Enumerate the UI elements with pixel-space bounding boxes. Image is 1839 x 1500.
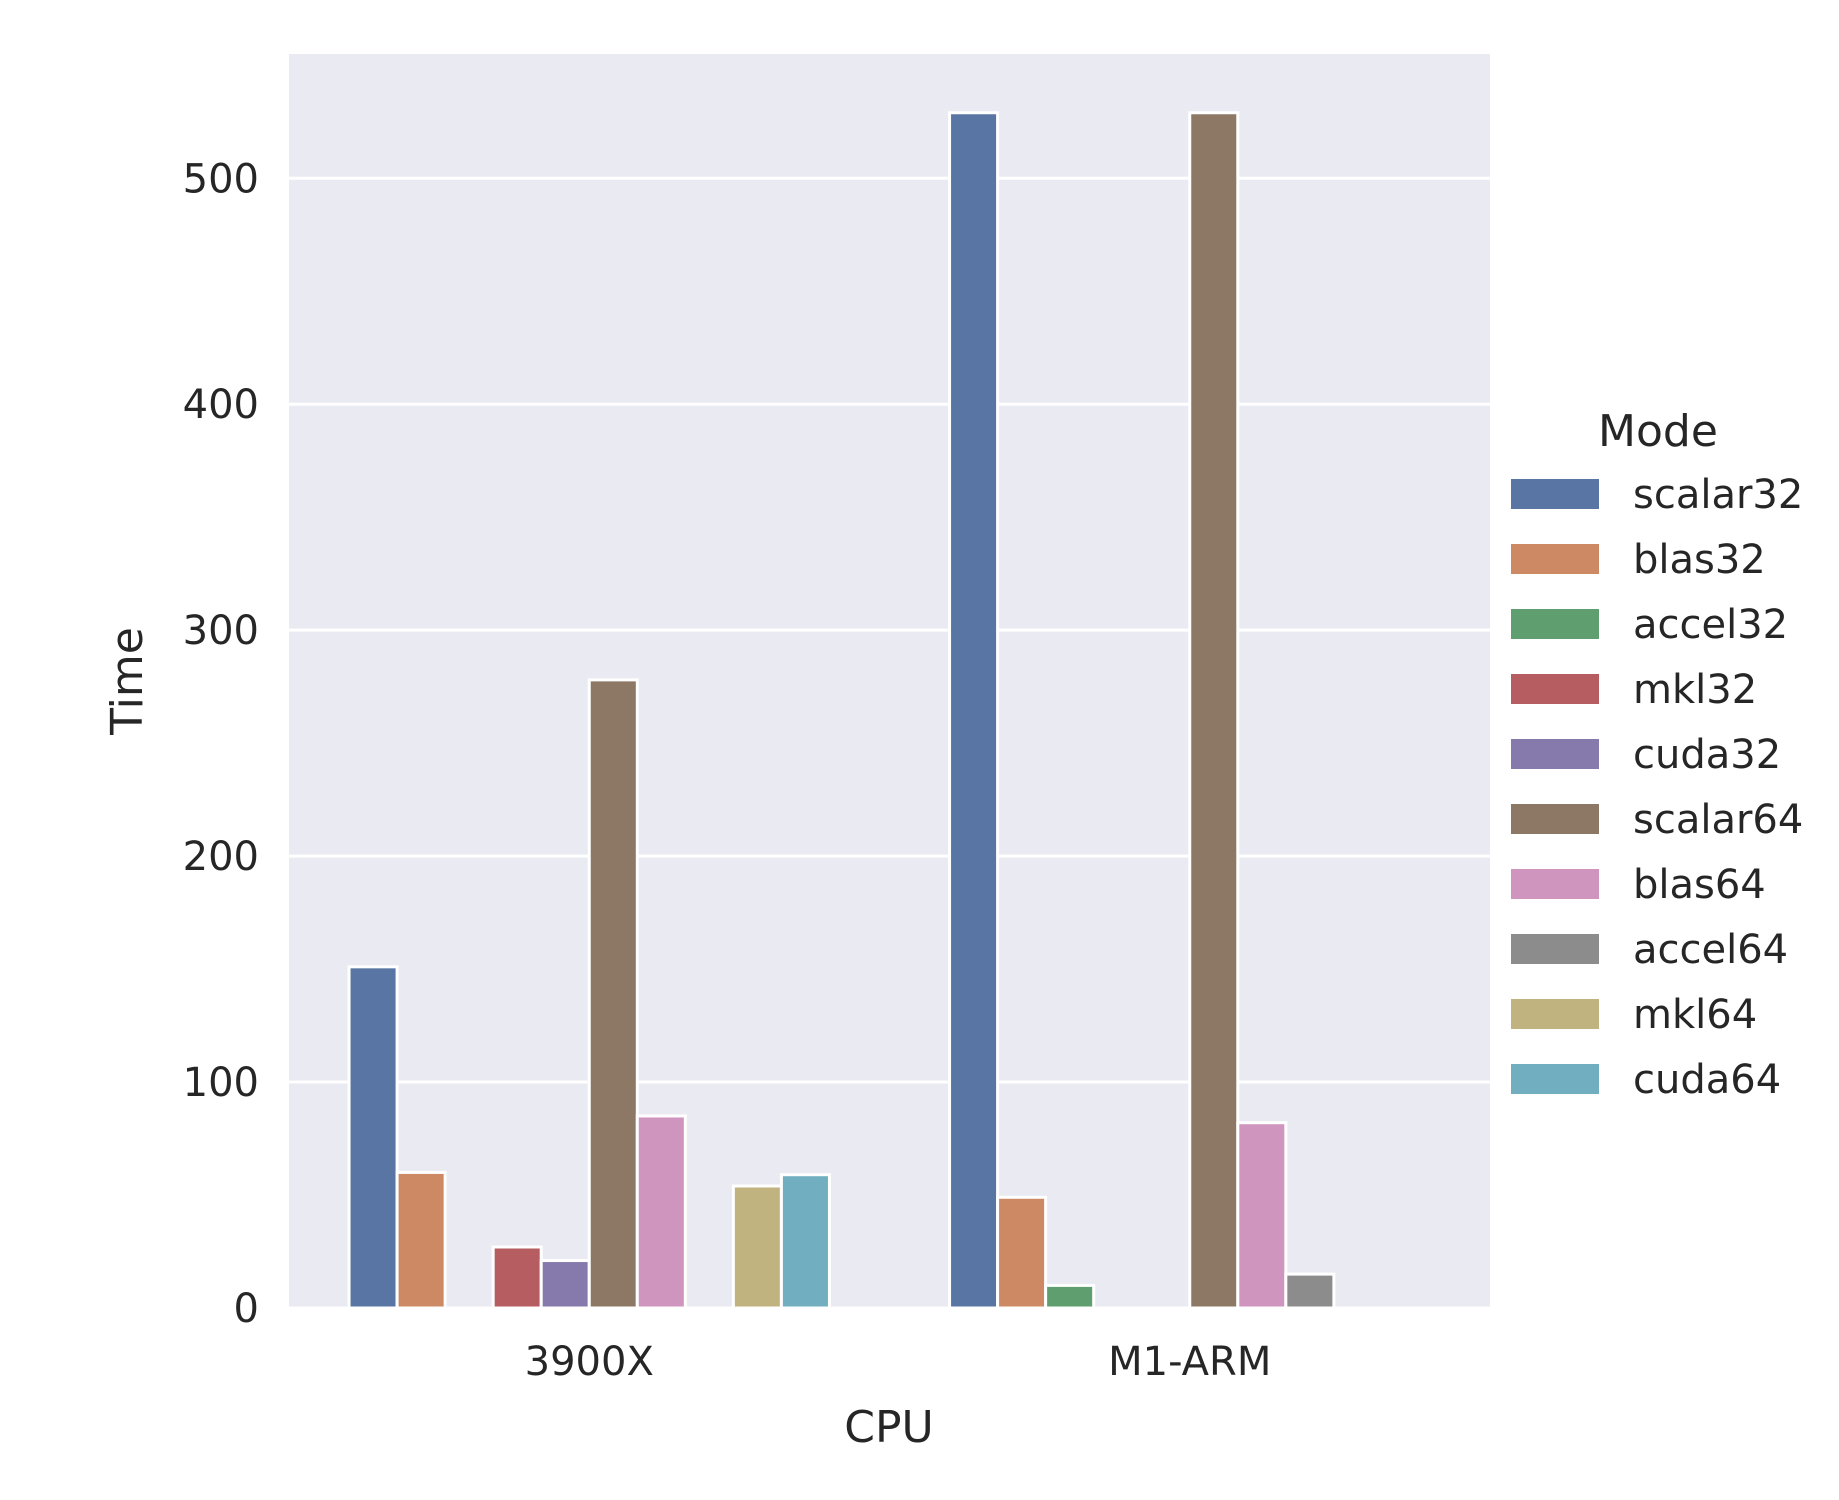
bar-cuda32-3900X — [539, 1259, 591, 1310]
legend-items: scalar32 blas32 accel32 mkl32 cuda32 scalar64… — [1511, 472, 1803, 1103]
bar-cuda64-3900X — [779, 1173, 831, 1310]
bar-accel64-M1-ARM — [1284, 1272, 1336, 1310]
legend-swatch-scalar64 — [1511, 804, 1599, 834]
legend-label-accel64: accel64 — [1633, 927, 1788, 973]
legend-swatch-cuda64 — [1511, 1064, 1599, 1094]
bar-blas64-M1-ARM — [1236, 1121, 1288, 1310]
y-tick-label: 0 — [234, 1286, 259, 1332]
y-tick-label: 400 — [183, 382, 259, 428]
y-tick-label: 300 — [183, 608, 259, 654]
plot-background — [289, 54, 1490, 1308]
legend-title: Mode — [1598, 406, 1718, 457]
bar-scalar64-3900X — [587, 678, 639, 1310]
bars — [347, 111, 1336, 1310]
y-tick-label: 100 — [183, 1060, 259, 1106]
legend-label-blas64: blas64 — [1633, 862, 1766, 908]
legend-swatch-cuda32 — [1511, 739, 1599, 769]
legend-label-cuda32: cuda32 — [1633, 732, 1781, 778]
bar-mkl32-3900X — [491, 1245, 543, 1310]
bar-accel32-M1-ARM — [1044, 1283, 1096, 1310]
bar-blas32-3900X — [395, 1170, 447, 1310]
legend-label-accel32: accel32 — [1633, 602, 1788, 648]
bar-mkl64-3900X — [731, 1184, 783, 1310]
legend-swatch-blas32 — [1511, 544, 1599, 574]
bar-blas32-M1-ARM — [996, 1195, 1048, 1310]
x-tick-label: 3900X — [525, 1339, 654, 1385]
legend-swatch-blas64 — [1511, 869, 1599, 899]
bar-blas64-3900X — [635, 1114, 687, 1310]
y-tick-label: 500 — [183, 156, 259, 202]
y-axis-title: Time — [102, 627, 153, 736]
legend-label-scalar64: scalar64 — [1633, 797, 1803, 843]
legend-label-cuda64: cuda64 — [1633, 1057, 1781, 1103]
x-tick-labels: 3900X M1-ARM — [525, 1339, 1272, 1385]
bar-scalar32-M1-ARM — [948, 111, 1000, 1310]
x-axis-title: CPU — [844, 1402, 933, 1453]
legend-label-scalar32: scalar32 — [1633, 472, 1803, 518]
legend-swatch-accel32 — [1511, 609, 1599, 639]
y-tick-labels: 0 100 200 300 400 500 — [183, 156, 259, 1332]
bar-scalar64-M1-ARM — [1188, 111, 1240, 1310]
y-tick-label: 200 — [183, 834, 259, 880]
bar-scalar32-3900X — [347, 965, 399, 1310]
x-tick-label: M1-ARM — [1108, 1339, 1271, 1385]
legend-swatch-mkl64 — [1511, 999, 1599, 1029]
legend-swatch-accel64 — [1511, 934, 1599, 964]
legend-label-mkl64: mkl64 — [1633, 992, 1757, 1038]
legend-swatch-scalar32 — [1511, 479, 1599, 509]
legend-label-blas32: blas32 — [1633, 537, 1766, 583]
legend-label-mkl32: mkl32 — [1633, 667, 1757, 713]
legend: Mode scalar32blas32accel32mkl32cuda32sca… — [1511, 406, 1803, 1103]
legend-swatch-mkl32 — [1511, 674, 1599, 704]
